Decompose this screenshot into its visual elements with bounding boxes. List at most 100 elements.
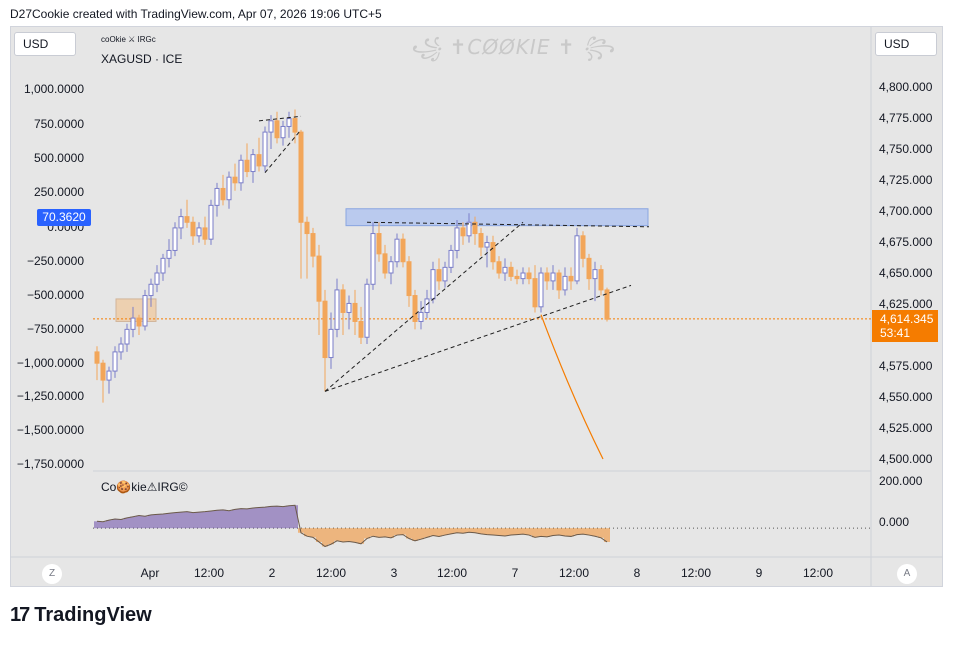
candle — [160, 257, 166, 274]
indicator-bar — [232, 509, 238, 529]
indicator-bar — [106, 520, 112, 529]
left-axis-tick: −1,250.0000 — [16, 389, 84, 403]
candle — [394, 238, 400, 263]
indicator-bar — [316, 528, 322, 542]
indicator-bar — [460, 528, 466, 534]
indicator-bar — [220, 509, 226, 529]
trendline — [324, 284, 632, 392]
candle — [196, 227, 202, 237]
indicator-bar — [214, 510, 220, 529]
indicator-bar — [526, 528, 532, 536]
candle — [202, 227, 208, 240]
candle — [214, 187, 220, 206]
candle — [184, 216, 190, 223]
candle — [226, 176, 232, 201]
candle — [148, 283, 154, 297]
indicator-bar — [250, 507, 256, 529]
right-currency-button[interactable]: USD — [875, 32, 937, 56]
indicator-bar — [586, 528, 592, 536]
indicator-bar — [292, 505, 298, 529]
candle — [400, 238, 406, 263]
candle — [388, 261, 394, 274]
time-axis-tick: 7 — [511, 566, 519, 580]
candle — [178, 216, 184, 229]
indicator-bar — [358, 528, 364, 544]
indicator-bar — [184, 511, 190, 529]
indicator-title[interactable]: Co🍪kie⚠IRG© — [101, 480, 188, 494]
indicator-bar — [478, 528, 484, 534]
left-axis-tick: 250.0000 — [33, 185, 84, 199]
indicator-bar — [112, 519, 118, 529]
indicator-bar — [352, 528, 358, 543]
candle — [94, 351, 100, 364]
candle — [586, 257, 592, 280]
indicator-bar — [412, 528, 418, 541]
candle — [544, 272, 550, 282]
candle — [268, 120, 274, 133]
candle — [502, 266, 508, 274]
indicator-bar — [376, 528, 382, 538]
candle — [238, 159, 244, 184]
indicator-bar — [304, 528, 310, 537]
right-axis-tick: 4,525.000 — [879, 421, 933, 435]
symbol-name[interactable]: XAGUSD · ICE — [101, 52, 183, 66]
left-axis-tick: −500.0000 — [26, 288, 84, 302]
trendline — [258, 115, 302, 122]
time-axis-tick: 8 — [633, 566, 641, 580]
indicator-bar — [556, 528, 562, 536]
indicator-bar — [400, 528, 406, 535]
candle — [142, 295, 148, 327]
indicator-bar — [508, 528, 514, 536]
auto-scale-button[interactable]: A — [897, 564, 917, 584]
indicator-bar — [544, 528, 550, 537]
indicator-bar — [454, 528, 460, 533]
candle — [208, 204, 214, 240]
candle — [316, 255, 322, 302]
indicator-bar — [388, 528, 394, 538]
indicator-bar — [202, 511, 208, 529]
indicator-bar — [172, 512, 178, 529]
right-axis-tick: 4,500.000 — [879, 452, 933, 466]
left-axis-tick: 1,000.0000 — [23, 82, 84, 96]
candle — [130, 317, 136, 330]
indicator-bar — [154, 514, 160, 529]
indicator-bar — [244, 508, 250, 529]
right-axis-tick: 4,625.000 — [879, 297, 933, 311]
candle — [478, 233, 484, 248]
indicator-bar — [568, 528, 574, 537]
candle — [592, 269, 598, 280]
indicator-bar — [310, 528, 316, 538]
indicator-bar — [118, 519, 124, 529]
indicator-bar — [178, 512, 184, 529]
candle — [358, 320, 364, 338]
candle — [346, 302, 352, 313]
left-axis-tick: −1,750.0000 — [16, 457, 84, 471]
indicator-line — [96, 504, 608, 548]
indicator-bar — [190, 512, 196, 529]
candle — [412, 295, 418, 322]
candle — [508, 266, 514, 277]
left-axis-tick: −750.0000 — [26, 322, 84, 336]
candle — [598, 269, 604, 291]
candle — [304, 221, 310, 235]
indicator-bar — [418, 528, 424, 540]
candle — [562, 275, 568, 291]
indicator-bar — [238, 508, 244, 529]
indicator-bar — [100, 521, 106, 529]
indicator-bar — [268, 506, 274, 529]
timezone-button[interactable]: Z — [42, 564, 62, 584]
current-price: 4,614.345 — [880, 312, 934, 326]
trendline — [324, 221, 524, 392]
candle — [406, 261, 412, 297]
candle — [526, 272, 532, 280]
candle — [556, 272, 562, 291]
candle — [604, 289, 610, 320]
indicator-bar — [598, 528, 604, 538]
right-axis-tick: 4,775.000 — [879, 111, 933, 125]
left-currency-button[interactable]: USD — [14, 32, 76, 56]
candle — [250, 154, 256, 173]
indicator-bar — [262, 507, 268, 529]
right-axis-tick: 4,550.000 — [879, 390, 933, 404]
candle — [298, 131, 304, 223]
